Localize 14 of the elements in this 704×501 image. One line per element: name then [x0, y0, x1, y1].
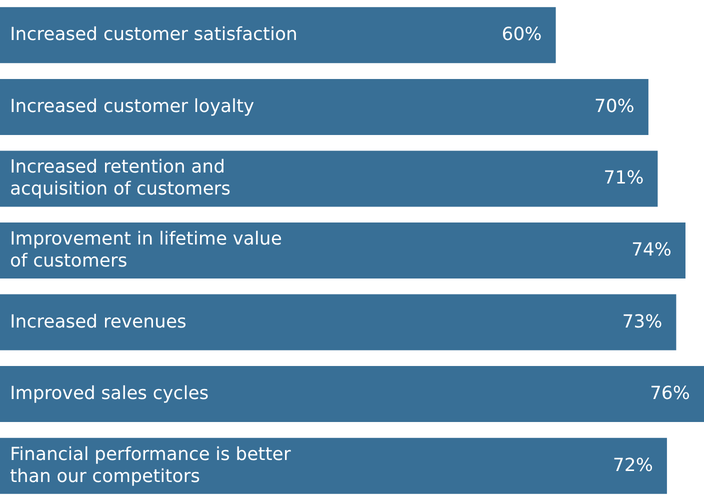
y-tick-label: Increased customer satisfaction: [10, 24, 298, 46]
y-tick-label: Increased customer loyalty: [10, 96, 255, 117]
data-label: 72%: [612, 454, 653, 476]
data-label: 74%: [631, 240, 672, 260]
data-label: 73%: [622, 311, 662, 332]
data-label: 60%: [502, 24, 542, 46]
y-tick-label: Improved sales cycles: [10, 383, 209, 404]
y-tick-label: Increased retention and acquisition of customers: [10, 156, 231, 200]
data-label: 70%: [594, 96, 634, 117]
data-label: 71%: [604, 168, 644, 189]
y-tick-label: Financial performance is better than our competitors: [10, 444, 292, 487]
y-tick-label: Increased revenues: [10, 311, 186, 332]
y-tick-label: Improvement in lifetime value of customers: [10, 228, 282, 272]
data-label: 76%: [650, 383, 690, 404]
